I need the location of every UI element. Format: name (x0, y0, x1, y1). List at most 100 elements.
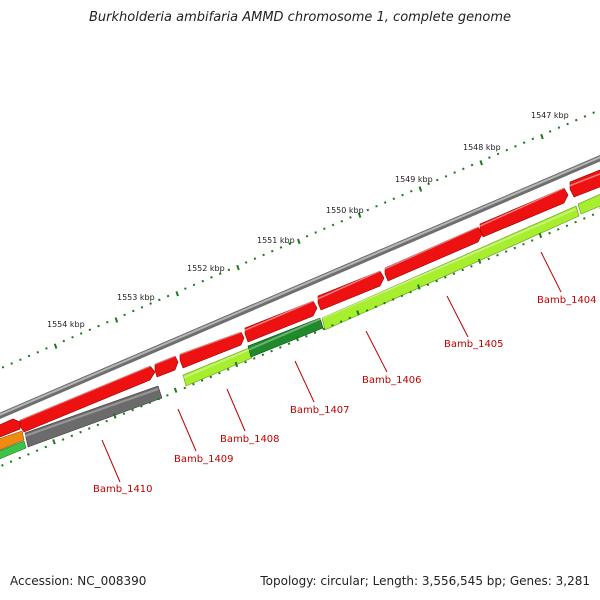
tick-mark (71, 335, 74, 339)
tick-mark (374, 305, 378, 309)
gene-feature-lightgreen (182, 347, 253, 387)
gene-label-bamb-1404: Bamb_1404 (537, 295, 597, 306)
tick-mark (44, 445, 48, 449)
tick-mark (45, 347, 48, 350)
tick-mark (409, 189, 413, 193)
gene-labels: Bamb_1404 Bamb_1405 Bamb_1406 Bamb_1407 … (93, 295, 597, 495)
tick-mark (79, 430, 82, 434)
tick-mark (417, 284, 421, 290)
tick-mark (166, 294, 170, 298)
tick-mark (140, 405, 143, 408)
cds-feature (384, 226, 483, 282)
tick-mark (53, 343, 58, 349)
tick-mark (287, 342, 291, 346)
tick-mark (323, 227, 326, 231)
tick-mark (173, 387, 178, 393)
tick-mark (305, 335, 308, 338)
map-title: Burkholderia ambifaria AMMD chromosome 1… (88, 10, 512, 25)
tick-mark (114, 317, 119, 323)
tick-mark (356, 310, 360, 316)
tick-mark (574, 118, 578, 122)
tick-mark (391, 298, 395, 301)
tick-mark (592, 111, 595, 114)
gene-feature-orange (0, 430, 25, 451)
tick-mark (453, 171, 456, 174)
tick-mark (140, 306, 144, 309)
tick-mark (530, 239, 534, 242)
tick-mark (357, 212, 362, 218)
tick-mark (183, 386, 187, 390)
tick-mark (192, 283, 196, 287)
tick-mark (383, 201, 387, 204)
tick-mark (565, 224, 569, 228)
tick-mark (583, 217, 586, 220)
tick-mark (383, 301, 386, 305)
tick-mark (279, 346, 282, 349)
tick-mark (96, 423, 100, 427)
tick-mark (88, 328, 92, 332)
tick-mark (314, 231, 317, 234)
tick-label-1551: 1551 kbp (257, 236, 295, 245)
tick-mark (401, 193, 404, 197)
accession-text: Accession: NC_008390 (10, 574, 147, 588)
tick-mark (295, 335, 299, 342)
tick-mark (583, 115, 587, 118)
backbone-track (0, 155, 600, 419)
tick-mark (366, 208, 370, 212)
tick-label-1553: 1553 kbp (117, 293, 155, 302)
tick-mark (122, 412, 126, 416)
tick-mark (557, 126, 561, 129)
tick-mark (305, 234, 309, 238)
tick-mark (461, 268, 464, 272)
tick-mark (444, 276, 447, 279)
tick-label-1554: 1554 kbp (47, 320, 85, 329)
tick-mark (436, 178, 439, 182)
tick-mark (87, 427, 91, 430)
tick-mark (496, 152, 500, 156)
outer-ticks (1, 111, 595, 369)
tick-mark (244, 261, 248, 264)
tick-mark (418, 186, 423, 192)
tick-mark (452, 272, 456, 276)
tick-mark (201, 279, 205, 283)
tick-mark (340, 219, 344, 223)
tick-mark (175, 291, 179, 297)
tick-mark (10, 362, 13, 365)
tick-mark (252, 357, 256, 360)
cds-feature (179, 331, 245, 369)
tick-mark (331, 324, 334, 327)
tick-mark (166, 394, 169, 397)
tick-label-1550: 1550 kbp (326, 206, 364, 215)
tick-mark (35, 449, 39, 452)
tick-mark (192, 382, 195, 386)
gene-label-bamb-1410: Bamb_1410 (93, 484, 153, 495)
inner-ticks (1, 207, 600, 467)
tick-mark (556, 228, 560, 231)
gene-label-bamb-1407: Bamb_1407 (290, 405, 350, 416)
cds-feature (317, 270, 385, 311)
tick-mark (375, 204, 378, 208)
tick-mark (218, 272, 222, 275)
gene-label-bamb-1405: Bamb_1405 (444, 339, 504, 350)
tick-mark (70, 434, 74, 438)
tick-mark (270, 249, 274, 253)
tick-mark (18, 456, 22, 460)
tick-mark (479, 160, 483, 166)
tick-mark (105, 320, 109, 324)
gene-label-bamb-1406: Bamb_1406 (362, 375, 422, 386)
gene-feature-gray (24, 385, 163, 448)
tick-mark (157, 397, 160, 401)
cds-feature (569, 169, 600, 198)
cds-feature (479, 187, 569, 238)
tick-mark (566, 122, 569, 126)
tick-label-1548: 1548 kbp (463, 143, 501, 152)
tick-mark (548, 231, 551, 235)
tick-mark (113, 413, 117, 419)
tick-mark (36, 350, 40, 354)
tick-label-1549: 1549 kbp (395, 175, 433, 184)
tick-mark (348, 316, 352, 320)
tick-mark (504, 250, 508, 253)
tick-mark (226, 368, 230, 371)
gene-feature-darkgreen (247, 317, 324, 358)
